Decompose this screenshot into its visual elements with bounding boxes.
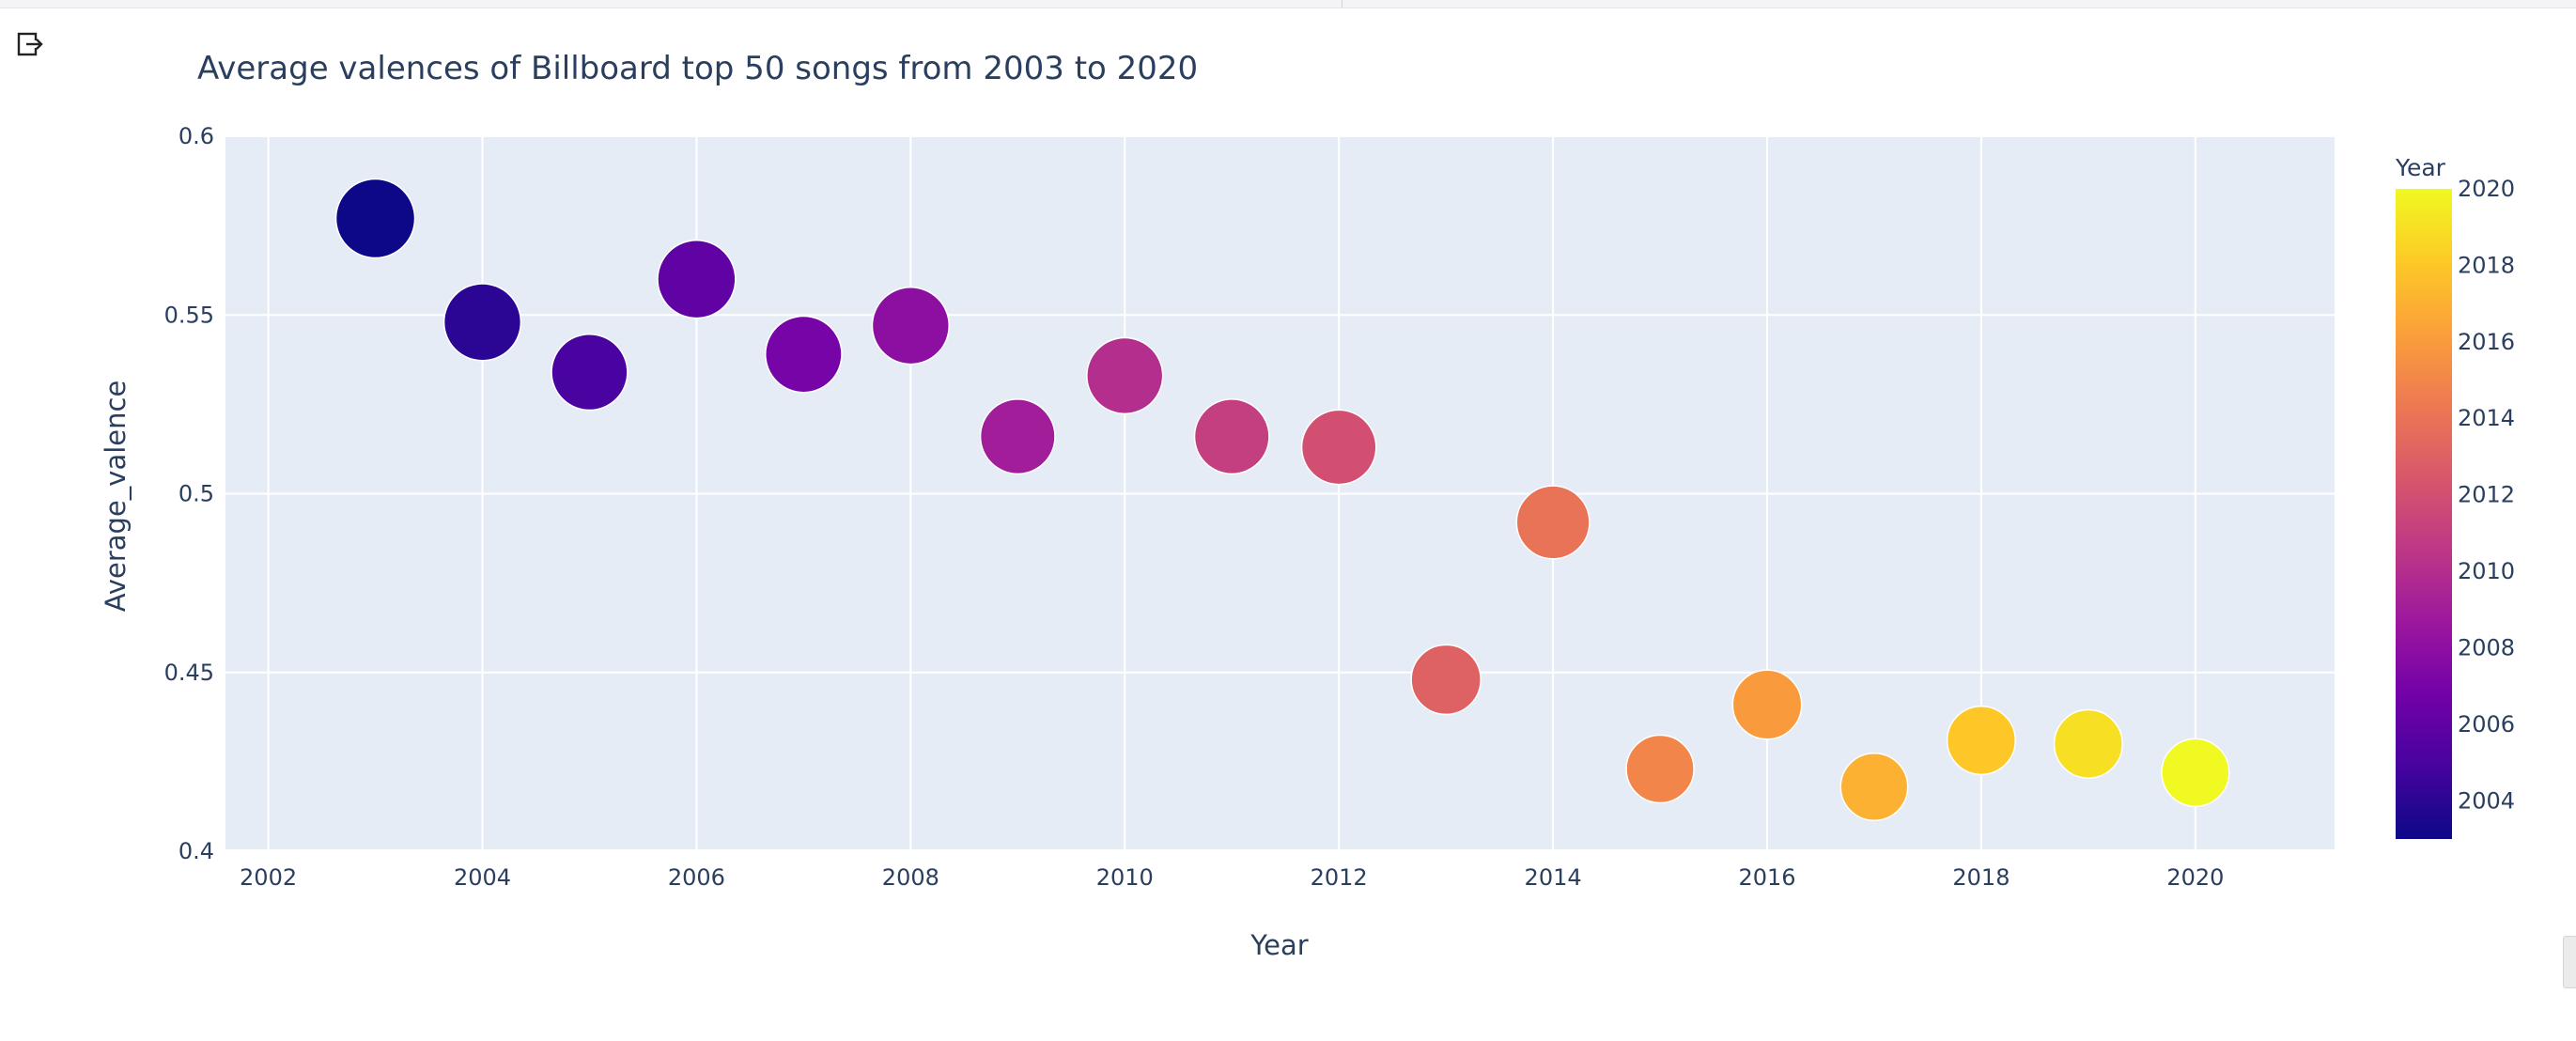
y-tick-label: 0.55 — [164, 302, 214, 328]
data-point — [1839, 753, 1909, 821]
data-point — [1086, 336, 1164, 415]
data-point — [442, 283, 522, 362]
colorbar-title: Year — [2395, 154, 2446, 181]
chart-title: Average valences of Billboard top 50 son… — [197, 50, 1198, 87]
data-point — [2053, 708, 2123, 779]
colorbar-tick-label: 2016 — [2458, 329, 2515, 355]
data-point — [1515, 485, 1591, 560]
y-tick-label: 0.4 — [178, 838, 214, 864]
colorbar-tick-label: 2020 — [2458, 176, 2515, 202]
colorbar-tick-label: 2012 — [2458, 482, 2515, 508]
y-tick-label: 0.45 — [164, 660, 214, 686]
colorbar-tick-label: 2004 — [2458, 787, 2515, 814]
x-tick-label: 2006 — [668, 864, 725, 891]
export-icon[interactable] — [15, 28, 47, 60]
data-point — [1410, 644, 1482, 716]
x-tick-label: 2012 — [1311, 864, 1368, 891]
data-point — [979, 398, 1056, 475]
x-tick-label: 2020 — [2166, 864, 2224, 891]
scrollbar-handle[interactable] — [2563, 936, 2576, 988]
data-point — [1193, 398, 1270, 475]
data-point — [1946, 705, 2016, 776]
data-point — [765, 315, 843, 394]
x-tick-label: 2002 — [240, 864, 297, 891]
data-point — [1731, 669, 1803, 740]
x-tick-label: 2010 — [1096, 864, 1154, 891]
colorbar-tick-label: 2006 — [2458, 711, 2515, 738]
data-point — [1300, 409, 1377, 486]
data-point — [1625, 734, 1695, 804]
data-point — [551, 333, 628, 412]
colorbar-tick-label: 2018 — [2458, 252, 2515, 278]
x-tick-label: 2004 — [454, 864, 511, 891]
y-tick-label: 0.6 — [178, 123, 214, 149]
x-tick-label: 2018 — [1952, 864, 2010, 891]
x-tick-label: 2014 — [1525, 864, 1582, 891]
x-tick-label: 2016 — [1738, 864, 1795, 891]
x-axis-title: Year — [1249, 929, 1308, 961]
data-point — [334, 178, 416, 259]
y-axis-title: Average_valence — [100, 381, 132, 613]
colorbar-tick-label: 2010 — [2458, 558, 2515, 584]
y-tick-label: 0.5 — [178, 481, 214, 507]
data-point — [2161, 738, 2230, 807]
x-tick-label: 2008 — [882, 864, 939, 891]
data-point — [657, 240, 737, 319]
colorbar-tick-label: 2014 — [2458, 405, 2515, 431]
plot-area: 2002 2004 2006 2008 2010 2012 2014 2016 2018 2020… — [164, 123, 2335, 891]
colorbar: 2004 2006 2008 2010 2012 2014 2016 2018 2020 — [2396, 176, 2515, 839]
top-toolbar-strip — [0, 0, 2576, 8]
data-point — [871, 287, 950, 365]
colorbar-gradient — [2396, 189, 2452, 839]
colorbar-tick-label: 2008 — [2458, 634, 2515, 660]
